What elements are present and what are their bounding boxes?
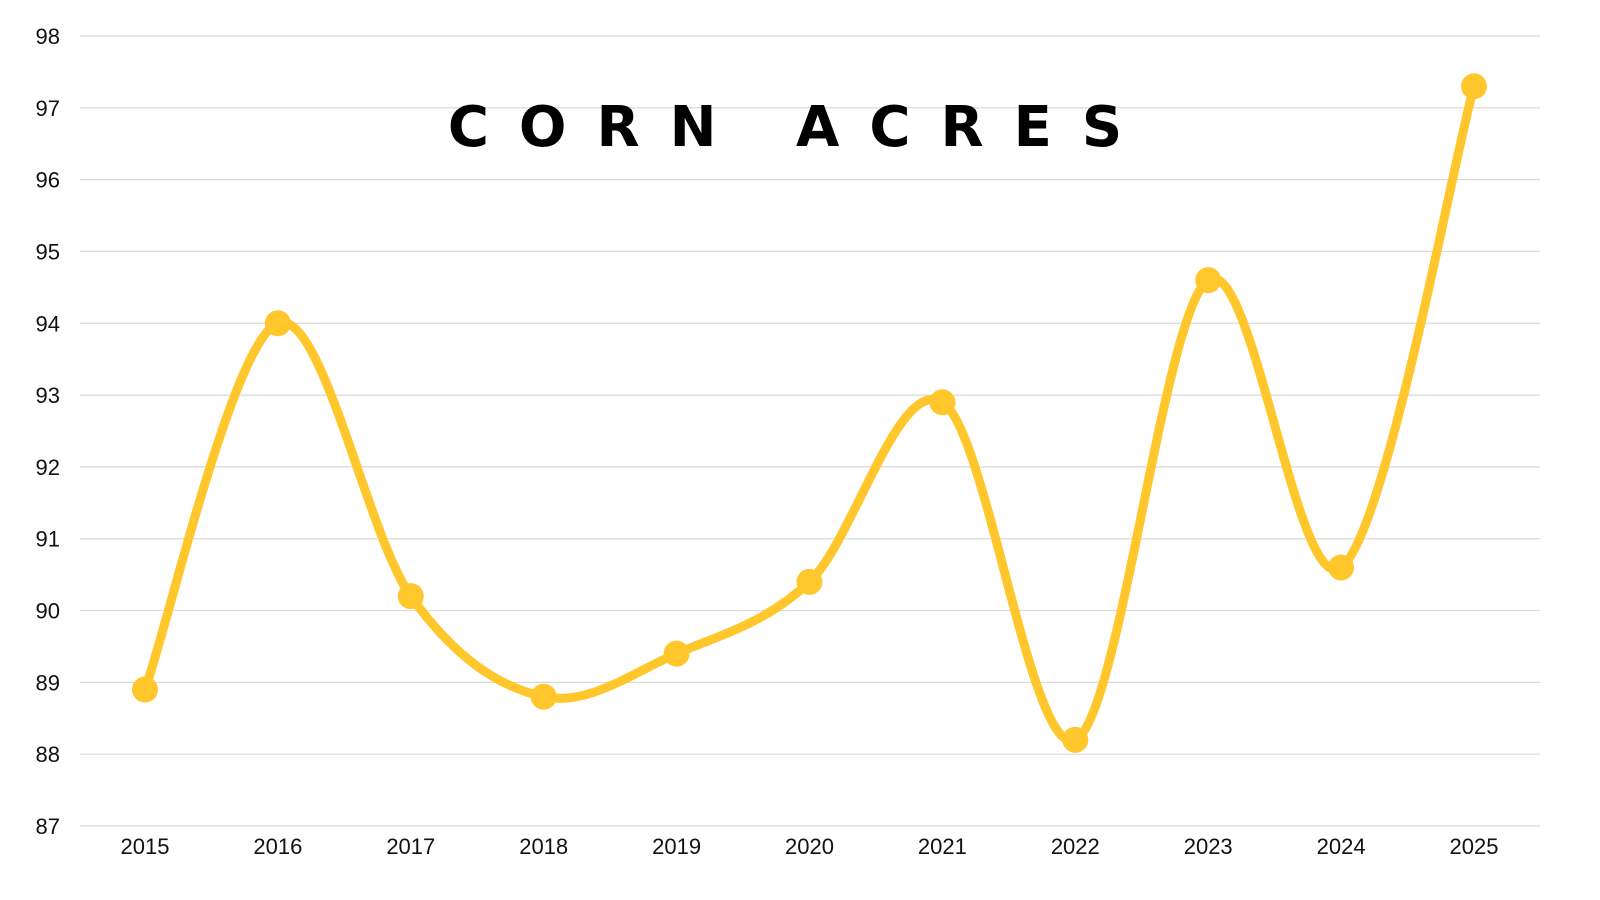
y-tick-label: 97 <box>36 96 60 121</box>
y-tick-label: 88 <box>36 742 60 767</box>
x-tick-label: 2019 <box>652 834 701 859</box>
y-tick-label: 94 <box>36 311 60 336</box>
x-tick-label: 2018 <box>519 834 568 859</box>
x-tick-label: 2025 <box>1450 834 1499 859</box>
x-axis-ticks: 2015 2016 2017 2018 2019 2020 2021 2022 2023 2024… <box>121 834 1499 859</box>
y-tick-label: 93 <box>36 383 60 408</box>
x-tick-label: 2021 <box>918 834 967 859</box>
data-point-2016[interactable] <box>264 310 291 337</box>
series-line <box>140 81 1479 745</box>
series-group <box>132 73 1487 753</box>
y-tick-label: 95 <box>36 239 60 264</box>
y-tick-label: 91 <box>36 527 60 552</box>
y-tick-label: 92 <box>36 455 60 480</box>
y-tick-label: 98 <box>36 24 60 49</box>
x-tick-label: 2023 <box>1184 834 1233 859</box>
gridlines <box>80 35 1540 827</box>
y-tick-label: 90 <box>36 599 60 624</box>
data-point-2022[interactable] <box>1062 726 1089 753</box>
x-tick-label: 2016 <box>253 834 302 859</box>
data-point-2015[interactable] <box>132 676 158 703</box>
data-point-2018[interactable] <box>530 683 557 710</box>
y-tick-label: 89 <box>36 670 60 695</box>
data-point-2017[interactable] <box>397 583 424 610</box>
x-tick-label: 2020 <box>785 834 834 859</box>
y-axis-ticks: 87 88 89 90 91 92 93 94 95 96 97 98 <box>36 24 60 839</box>
x-tick-label: 2022 <box>1051 834 1100 859</box>
chart-title: CORN ACRES <box>448 95 1152 160</box>
x-tick-label: 2015 <box>121 834 170 859</box>
data-point-2023[interactable] <box>1195 267 1222 294</box>
y-tick-label: 96 <box>36 168 60 193</box>
data-point-2020[interactable] <box>796 568 823 595</box>
y-tick-label: 87 <box>36 814 60 839</box>
data-point-2025[interactable] <box>1461 73 1487 100</box>
data-point-2019[interactable] <box>663 640 690 667</box>
x-tick-label: 2017 <box>386 834 435 859</box>
data-point-2021[interactable] <box>929 389 956 416</box>
x-tick-label: 2024 <box>1317 834 1366 859</box>
data-point-2024[interactable] <box>1328 554 1355 581</box>
